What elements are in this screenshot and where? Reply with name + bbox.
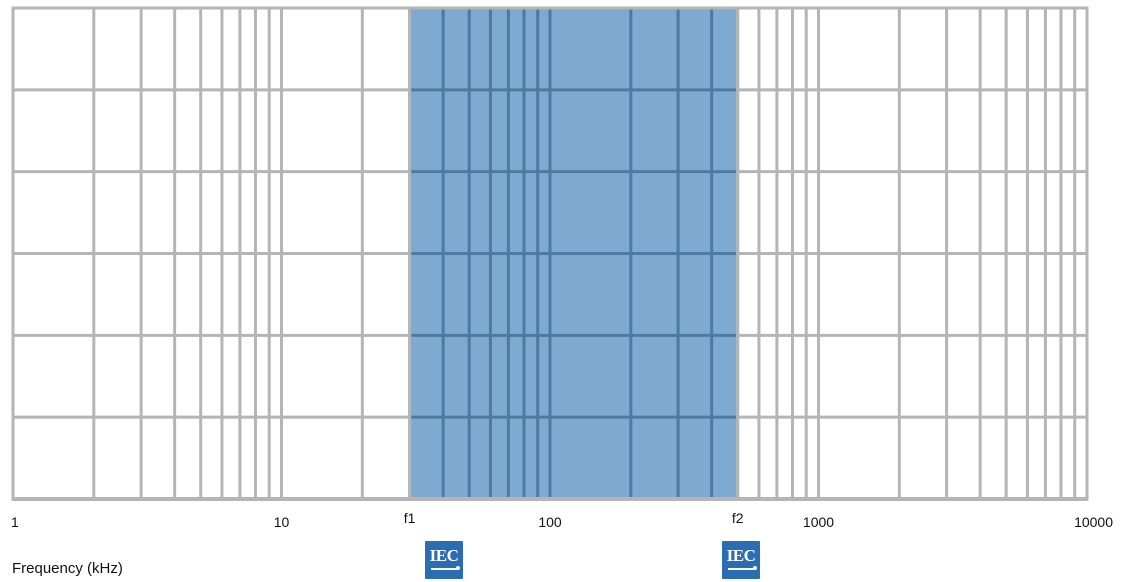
iec-logo-f2: IEC [722,541,760,579]
band-marker-label: f2 [732,510,744,526]
x-tick-label: 100 [538,514,562,530]
iec-logo-dot [456,566,460,570]
iec-logo-underline [728,568,754,570]
iec-logo-text: IEC [429,546,459,565]
x-axis-title: Frequency (kHz) [12,560,123,577]
x-tick-label: 1 [11,514,19,530]
iec-logo-dot [753,566,757,570]
iec-logo-underline [431,568,457,570]
x-tick-label: 10000 [1074,514,1113,530]
iec-logo-f1: IEC [425,541,463,579]
x-tick-label: 10 [274,514,290,530]
x-tick-label: 1000 [803,514,834,530]
band-marker-label: f1 [404,510,416,526]
iec-logo-text: IEC [726,546,756,565]
